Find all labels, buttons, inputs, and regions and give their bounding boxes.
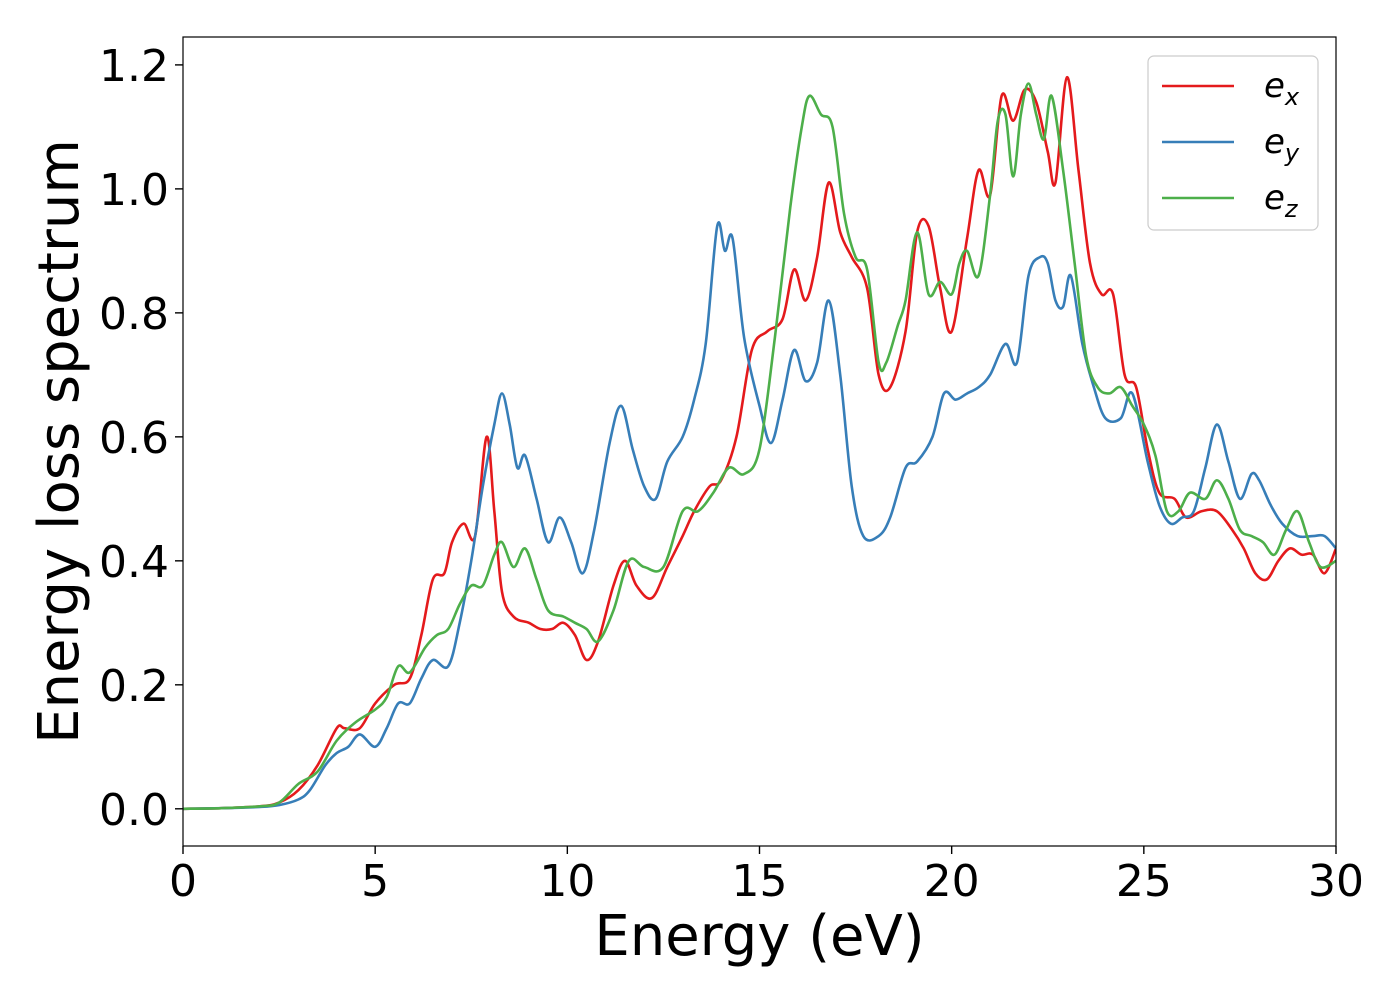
x-tick-label: 10 — [539, 856, 595, 907]
legend-label-base: e — [1264, 122, 1285, 162]
legend-label-sub: x — [1284, 83, 1300, 111]
y-tick-label: 0.4 — [99, 537, 169, 588]
legend-label-base: e — [1264, 66, 1285, 106]
x-tick-label: 15 — [732, 856, 788, 907]
legend-label-z: ez — [1264, 178, 1299, 223]
legend-label-sub: z — [1284, 195, 1299, 223]
x-tick-label: 25 — [1116, 856, 1172, 907]
y-tick-label: 0.6 — [99, 413, 169, 464]
legend-label-y: ey — [1264, 122, 1300, 167]
x-tick-label: 0 — [169, 856, 197, 907]
y-tick-label: 0.8 — [99, 289, 169, 340]
y-axis-label: Energy loss spectrum — [27, 139, 92, 744]
y-tick-label: 0.2 — [99, 661, 169, 712]
y-tick-label: 0.0 — [99, 785, 169, 836]
x-tick-label: 20 — [924, 856, 980, 907]
legend-label-base: e — [1264, 178, 1285, 218]
series-line-z — [183, 82, 1336, 811]
x-tick-label: 30 — [1308, 856, 1364, 907]
x-axis-label: Energy (eV) — [594, 904, 924, 969]
x-tick-label: 5 — [361, 856, 389, 907]
series-line-x — [183, 75, 1336, 811]
ticks-layer: 0 5 10 15 20 25 30 0.0 0.2 0.4 0.6 0.8 1.0 1.2 — [99, 41, 1364, 907]
y-tick-label: 1.2 — [99, 41, 169, 92]
legend-label-sub: y — [1284, 139, 1300, 167]
y-tick-label: 1.0 — [99, 165, 169, 216]
legend-label-x: ex — [1264, 66, 1300, 111]
series-line-y — [183, 221, 1336, 811]
series-layer — [183, 75, 1336, 811]
